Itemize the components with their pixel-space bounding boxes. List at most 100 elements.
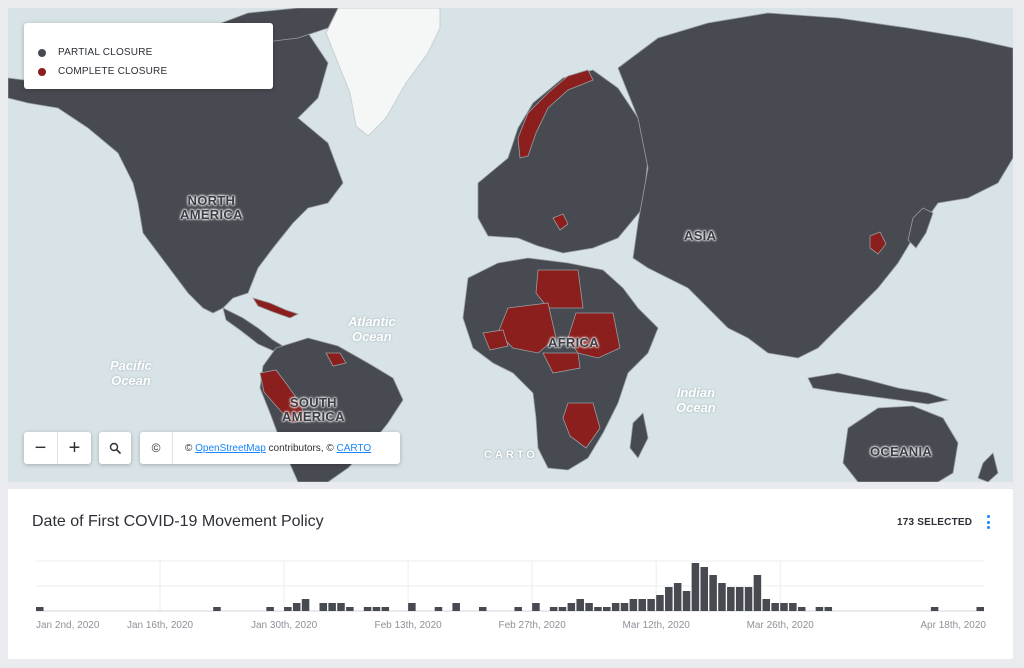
info-icon[interactable]: © <box>140 432 173 464</box>
histogram-bar[interactable] <box>319 603 328 611</box>
land-new-zealand <box>977 452 999 482</box>
x-tick-label: Mar 12th, 2020 <box>623 620 691 631</box>
histogram-bar[interactable] <box>346 607 354 611</box>
histogram-bar[interactable] <box>408 603 416 611</box>
attribution-prefix: © <box>185 442 196 454</box>
ocean-label-line: Ocean <box>351 329 392 344</box>
land-peru <box>259 369 307 424</box>
histogram-bar[interactable] <box>532 603 540 611</box>
histogram-bar[interactable] <box>337 603 345 611</box>
zoom-control: − + <box>24 432 91 464</box>
histogram-bar[interactable] <box>363 607 372 611</box>
histogram-widget: Date of First COVID-19 Movement Policy 1… <box>8 489 1013 659</box>
histogram-bar[interactable] <box>381 607 390 611</box>
histogram-bar[interactable] <box>789 603 797 611</box>
attribution-middle: contributors, © <box>265 442 337 454</box>
selected-count: 173 SELECTED <box>897 517 973 528</box>
land-zambia-zimbabwe <box>562 402 601 449</box>
histogram-bar[interactable] <box>673 583 682 611</box>
histogram-bar[interactable] <box>603 607 611 611</box>
more-vertical-icon[interactable] <box>983 513 993 531</box>
histogram-bar[interactable] <box>753 575 762 611</box>
legend-item-complete: COMPLETE CLOSURE <box>38 66 167 77</box>
histogram-bar[interactable] <box>629 599 638 611</box>
histogram-bar[interactable] <box>797 607 806 611</box>
histogram-bar[interactable] <box>638 599 646 611</box>
region-label-line: AMERICA <box>180 207 243 222</box>
histogram-bar[interactable] <box>824 607 833 611</box>
x-tick-label: Jan 2nd, 2020 <box>36 620 100 631</box>
land-greenland <box>325 8 441 137</box>
histogram-bar[interactable] <box>815 607 824 611</box>
land-serbia <box>552 213 569 231</box>
legend-label: PARTIAL CLOSURE <box>58 47 153 58</box>
histogram-bar[interactable] <box>328 603 336 611</box>
histogram-bar[interactable] <box>771 603 779 611</box>
region-label-line: NORTH <box>187 193 236 208</box>
histogram-bar[interactable] <box>718 583 726 611</box>
histogram-bar[interactable] <box>611 603 620 611</box>
map-legend: PARTIAL CLOSURE COMPLETE CLOSURE <box>24 23 273 89</box>
histogram-bar[interactable] <box>549 607 558 611</box>
carto-link[interactable]: CARTO <box>336 442 372 454</box>
histogram-bar[interactable] <box>700 567 709 611</box>
ocean-label-pacific: Pacific Ocean <box>110 358 152 388</box>
histogram-bar[interactable] <box>780 603 788 611</box>
zoom-in-button[interactable]: + <box>68 436 81 459</box>
land-asia <box>617 12 1013 359</box>
histogram-bar[interactable] <box>372 607 381 611</box>
more-dot <box>986 520 990 524</box>
histogram-bar[interactable] <box>36 607 44 611</box>
x-tick-label: Feb 27th, 2020 <box>499 620 567 631</box>
histogram-bar[interactable] <box>656 595 664 611</box>
land-japan <box>907 207 934 249</box>
x-tick-label: Feb 13th, 2020 <box>374 620 442 631</box>
histogram-chart[interactable]: Jan 2nd, 2020 Jan 16th, 2020 Jan 30th, 202… <box>8 489 1013 659</box>
histogram-bar[interactable] <box>452 603 460 611</box>
histogram-bar[interactable] <box>266 607 274 611</box>
ocean-label-line: Ocean <box>111 373 151 388</box>
histogram-bar[interactable] <box>434 607 443 611</box>
widget-title: Date of First COVID-19 Movement Policy <box>32 513 324 530</box>
histogram-bar[interactable] <box>709 575 717 611</box>
histogram-bar[interactable] <box>284 607 292 611</box>
zoom-out-button[interactable]: − <box>34 436 47 459</box>
land-caribbean <box>252 297 300 319</box>
histogram-bar[interactable] <box>647 599 655 611</box>
histogram-bar[interactable] <box>735 587 744 611</box>
land-madagascar <box>629 412 649 459</box>
land-libya <box>535 269 584 309</box>
legend-dot-complete <box>38 67 46 76</box>
histogram-bar[interactable] <box>620 603 629 611</box>
region-label-north-america: NORTH AMERICA <box>180 194 243 222</box>
histogram-bar[interactable] <box>665 587 673 611</box>
histogram-bar[interactable] <box>691 563 700 611</box>
histogram-bar[interactable] <box>301 599 310 611</box>
histogram-bar[interactable] <box>585 603 593 611</box>
histogram-bar[interactable] <box>514 607 522 611</box>
histogram-bar[interactable] <box>567 603 576 611</box>
histogram-bar[interactable] <box>976 607 984 611</box>
ocean-label-atlantic: Atlantic Ocean <box>348 314 396 344</box>
histogram-bar[interactable] <box>762 599 771 611</box>
histogram-bar[interactable] <box>292 603 301 611</box>
land-australia <box>842 405 959 482</box>
histogram-bar[interactable] <box>727 587 735 611</box>
x-tick-label: Jan 30th, 2020 <box>251 620 318 631</box>
land-norway <box>517 69 594 159</box>
histogram-bar[interactable] <box>478 607 487 611</box>
osm-link[interactable]: OpenStreetMap <box>195 442 266 454</box>
search-button[interactable] <box>99 432 131 464</box>
histogram-bar[interactable] <box>594 607 602 611</box>
region-label-south-america: SOUTH AMERICA <box>282 396 345 424</box>
land-sudan <box>567 312 621 359</box>
histogram-bar[interactable] <box>930 607 939 611</box>
zoom-divider <box>57 432 58 464</box>
attribution-box: © © OpenStreetMap contributors, © CARTO <box>140 432 400 464</box>
x-tick-label: Mar 26th, 2020 <box>747 620 815 631</box>
histogram-bar[interactable] <box>213 607 221 611</box>
histogram-bar[interactable] <box>576 599 584 611</box>
histogram-bar[interactable] <box>744 587 753 611</box>
histogram-bar[interactable] <box>682 591 691 611</box>
histogram-bar[interactable] <box>558 607 567 611</box>
